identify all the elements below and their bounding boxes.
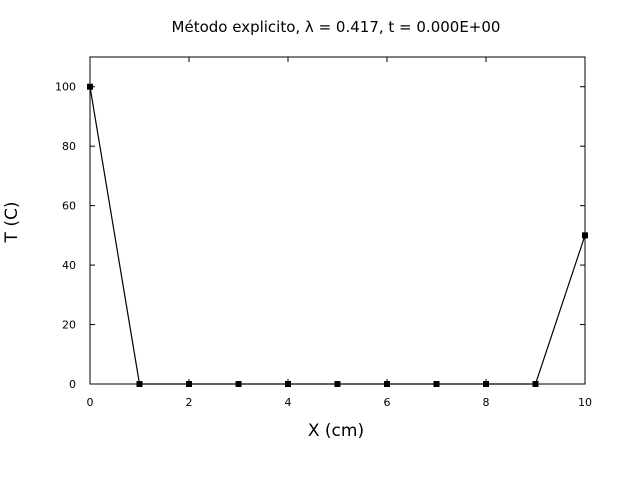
plot-frame bbox=[89, 56, 586, 385]
data-point bbox=[483, 381, 489, 387]
x-axis-title: X (cm) bbox=[308, 421, 364, 441]
y-axis: 0 20 40 60 80 100 bbox=[55, 81, 585, 391]
data-point bbox=[87, 83, 93, 90]
series-layer bbox=[87, 83, 588, 387]
y-axis-title: T (C) bbox=[2, 202, 22, 244]
x-axis: 0 2 4 6 8 10 bbox=[87, 57, 592, 409]
y-tick-label: 60 bbox=[62, 200, 76, 213]
data-point bbox=[532, 381, 539, 387]
data-point bbox=[334, 381, 341, 387]
y-tick-label: 100 bbox=[55, 81, 76, 94]
y-tick-label: 40 bbox=[62, 259, 76, 272]
data-point bbox=[136, 381, 143, 387]
data-point bbox=[582, 232, 588, 239]
x-tick-label: 0 bbox=[87, 396, 94, 409]
series-line bbox=[89, 86, 586, 385]
y-tick-label: 0 bbox=[69, 378, 76, 391]
y-tick-label: 20 bbox=[62, 319, 76, 332]
x-tick-label: 2 bbox=[186, 396, 193, 409]
data-point bbox=[285, 381, 291, 387]
data-point bbox=[235, 381, 242, 387]
x-tick-label: 10 bbox=[578, 396, 592, 409]
data-point bbox=[433, 381, 440, 387]
x-tick-label: 4 bbox=[285, 396, 292, 409]
chart-title: Método explicito, λ = 0.417, t = 0.000E+… bbox=[172, 18, 501, 36]
y-tick-label: 80 bbox=[62, 140, 76, 153]
data-point bbox=[384, 381, 390, 387]
x-tick-label: 6 bbox=[384, 396, 391, 409]
x-tick-label: 8 bbox=[483, 396, 490, 409]
data-point bbox=[186, 381, 192, 387]
